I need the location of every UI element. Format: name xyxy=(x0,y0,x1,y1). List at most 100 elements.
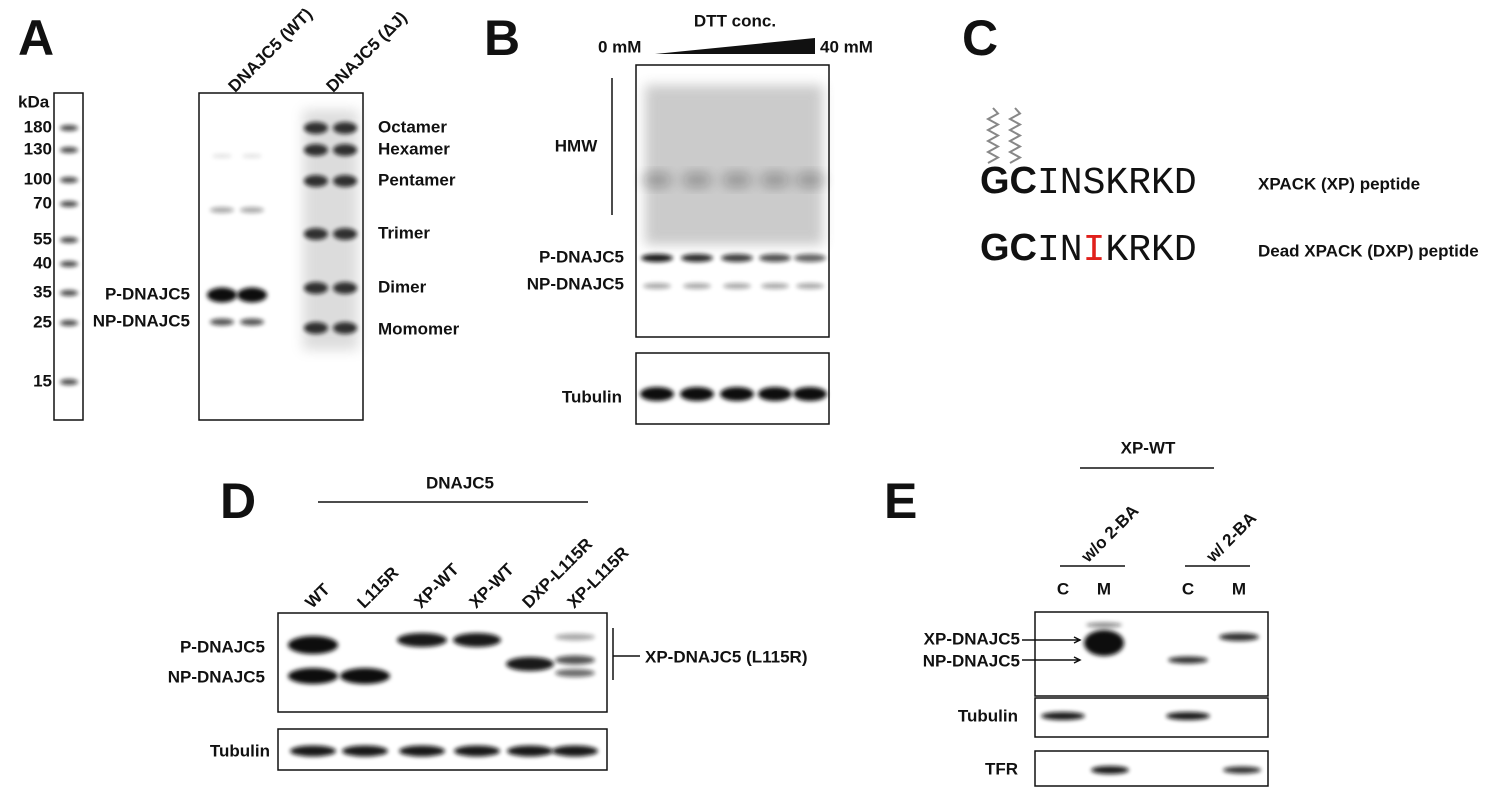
panel-letter: E xyxy=(884,473,917,529)
band xyxy=(506,657,554,671)
band-label: P-DNAJC5 xyxy=(180,637,265,656)
blot-frame xyxy=(277,612,608,713)
band xyxy=(1086,622,1122,628)
band-label: Tubulin xyxy=(562,387,622,406)
band-label: XP-DNAJC5 xyxy=(924,629,1020,648)
peptide-part: GC xyxy=(980,227,1037,269)
band xyxy=(720,387,754,401)
band-label: NP-DNAJC5 xyxy=(168,667,265,686)
band xyxy=(454,745,500,757)
band xyxy=(342,745,388,757)
band xyxy=(722,173,752,187)
gradient-start: 0 mM xyxy=(598,37,641,56)
bracket-label: XP-DNAJC5 (L115R) xyxy=(645,647,808,666)
band-label: Momomer xyxy=(378,319,460,338)
fraction-label: M xyxy=(1232,579,1246,598)
blot-frame xyxy=(1034,611,1269,697)
group-label: XP-WT xyxy=(1121,438,1176,457)
gradient-end: 40 mM xyxy=(820,37,873,56)
band xyxy=(760,173,790,187)
band xyxy=(60,125,78,131)
gradient-wedge xyxy=(655,38,815,54)
panel-letter: D xyxy=(220,473,256,529)
band-label: Octamer xyxy=(378,117,447,136)
band xyxy=(1041,712,1085,720)
band xyxy=(794,254,826,262)
band-label: Pentamer xyxy=(378,170,456,189)
peptide-part: KRKD xyxy=(1105,229,1196,272)
band xyxy=(555,669,595,677)
ladder-label: 130 xyxy=(24,139,52,158)
band xyxy=(399,745,445,757)
band xyxy=(721,254,753,262)
band-label: Hexamer xyxy=(378,139,450,158)
band xyxy=(453,633,501,647)
band xyxy=(507,745,553,757)
lipid-chain xyxy=(1007,107,1023,164)
band xyxy=(1084,630,1124,656)
ladder-label: 40 xyxy=(33,253,52,272)
band-label: TFR xyxy=(985,759,1018,778)
peptide-name: XPACK (XP) peptide xyxy=(1258,174,1420,193)
band-label: HMW xyxy=(555,136,598,155)
panel-letter: B xyxy=(484,10,520,66)
band xyxy=(642,173,672,187)
band xyxy=(555,633,595,641)
band xyxy=(397,633,447,647)
band xyxy=(1219,633,1259,641)
lane-label: L115R xyxy=(354,563,403,612)
band xyxy=(60,237,78,243)
band xyxy=(759,254,791,262)
band xyxy=(723,283,751,289)
band-label: Dimer xyxy=(378,277,427,296)
band xyxy=(60,261,78,267)
smear xyxy=(645,85,823,245)
band xyxy=(555,655,595,665)
band xyxy=(643,283,671,289)
gradient-title: DTT conc. xyxy=(694,11,776,30)
band xyxy=(240,318,264,326)
fraction-label: C xyxy=(1182,579,1194,598)
ladder-unit: kDa xyxy=(18,92,50,111)
band xyxy=(60,147,78,153)
ladder-label: 70 xyxy=(33,193,52,212)
band xyxy=(242,154,262,158)
panel-letter: C xyxy=(962,10,998,66)
band xyxy=(240,207,264,213)
band xyxy=(60,201,78,207)
lane-label: XP-WT xyxy=(466,559,519,612)
band xyxy=(288,668,338,684)
band xyxy=(290,745,336,757)
band xyxy=(1166,712,1210,720)
treatment-label: w/o 2-BA xyxy=(1077,501,1143,567)
band-label: Trimer xyxy=(378,223,430,242)
lane-label: WT xyxy=(302,579,335,612)
band xyxy=(212,154,232,158)
band xyxy=(681,254,713,262)
arrow xyxy=(1022,656,1082,664)
lane-label: XP-WT xyxy=(411,559,464,612)
band-label: Tubulin xyxy=(958,706,1018,725)
band xyxy=(60,290,78,296)
band xyxy=(60,177,78,183)
band xyxy=(641,254,673,262)
band xyxy=(210,318,234,326)
band xyxy=(288,636,338,654)
lipid-chain xyxy=(985,107,1001,164)
panel-letter: A xyxy=(18,10,54,66)
peptide-part: GC xyxy=(980,160,1037,202)
band xyxy=(796,283,824,289)
band xyxy=(793,387,827,401)
band-label: NP-DNAJC5 xyxy=(923,651,1020,670)
band-label: NP-DNAJC5 xyxy=(93,311,190,330)
lane-label: DNAJC5 (WT) xyxy=(225,4,317,96)
ladder-label: 100 xyxy=(24,169,52,188)
band xyxy=(60,379,78,385)
fraction-label: M xyxy=(1097,579,1111,598)
peptide-part: INSKRKD xyxy=(1037,162,1197,205)
peptide-sequence: GCINSKRKD xyxy=(980,160,1197,205)
band-label: P-DNAJC5 xyxy=(105,284,190,303)
band xyxy=(1168,656,1208,664)
